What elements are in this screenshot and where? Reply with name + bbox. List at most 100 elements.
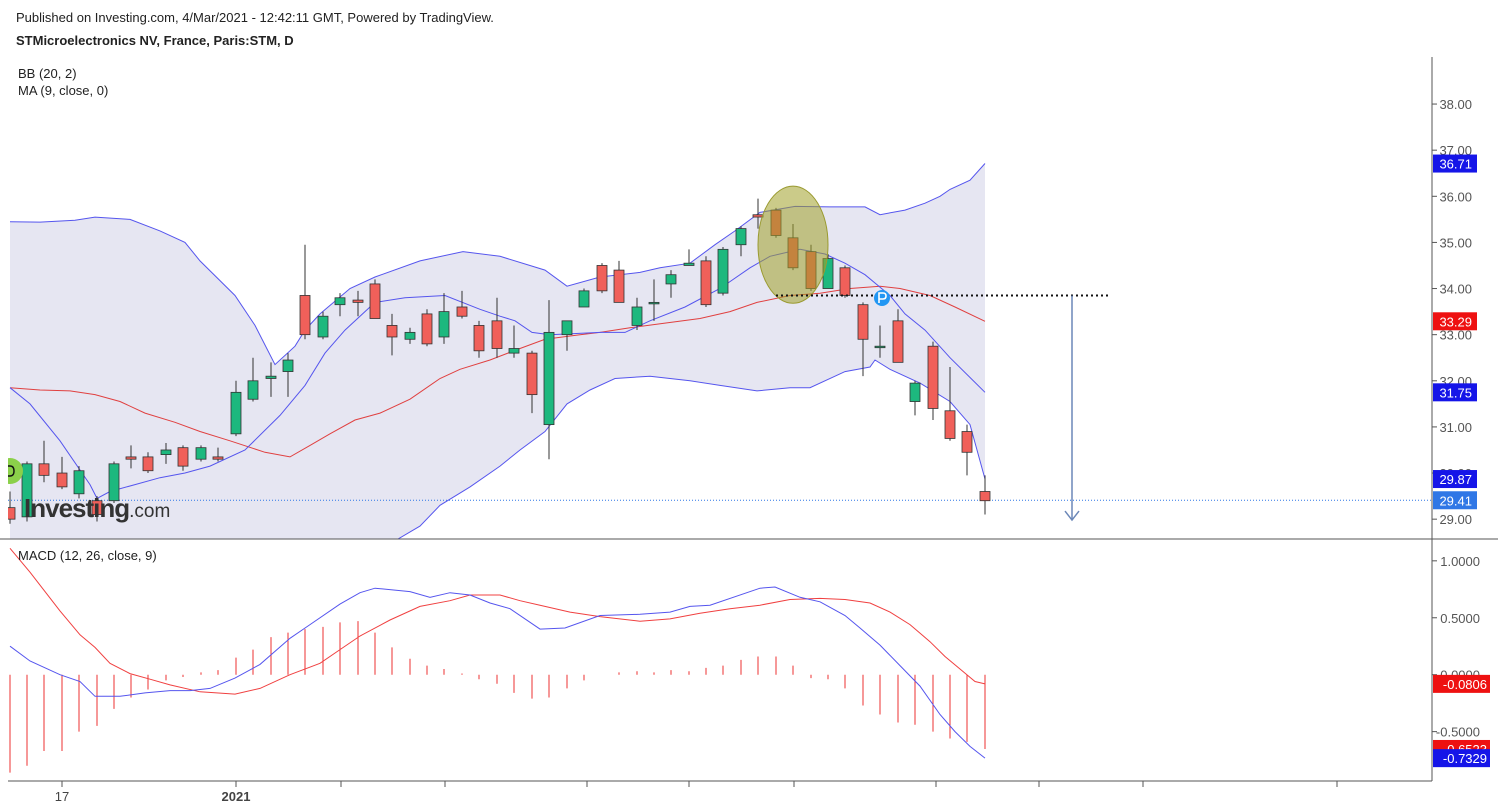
bollinger-lower-line (397, 359, 986, 539)
candle-body (892, 320, 904, 363)
candle (874, 325, 886, 358)
candle (317, 311, 329, 340)
candle (526, 350, 538, 414)
candle (108, 461, 120, 504)
candle (142, 452, 154, 474)
candle-body (456, 306, 468, 317)
candle-body (230, 391, 242, 435)
candle-body (561, 320, 573, 336)
candle (717, 247, 729, 296)
candle (404, 327, 416, 344)
price-value-label: 29.41 (1433, 491, 1477, 510)
candle (299, 244, 311, 340)
axes: 29.0030.0031.0032.0033.0034.0035.0036.00… (0, 57, 1498, 804)
candle (596, 263, 608, 294)
candle-body (526, 352, 538, 396)
investing-logo: Investing.com (24, 493, 170, 524)
ma9-line (9, 248, 986, 500)
price-value-label-text: 31.75 (1439, 385, 1472, 400)
candle (665, 270, 677, 298)
candle (961, 424, 973, 476)
price-tick-label: 33.00 (1439, 328, 1472, 343)
candle-body (961, 431, 973, 453)
price-value-label-text: 29.41 (1439, 493, 1472, 508)
candle (839, 265, 851, 298)
price-tick-label: 38.00 (1439, 97, 1472, 112)
candle (73, 466, 85, 499)
candle (438, 293, 450, 344)
candle-body (648, 301, 660, 305)
candle-body (874, 345, 886, 349)
candle (543, 300, 555, 460)
price-value-label-bg (1433, 491, 1477, 510)
macd-indicator-label[interactable]: MACD (12, 26, close, 9) (18, 548, 157, 563)
candle-body (8, 507, 16, 520)
price-pane (8, 163, 1432, 539)
highlight-ellipse (757, 185, 829, 304)
candle-body (299, 295, 311, 336)
candle (282, 353, 294, 397)
candle (578, 288, 590, 308)
macd-tick-label: -0.5000 (1436, 725, 1480, 740)
candle-body (404, 331, 416, 340)
bb-indicator-label[interactable]: BB (20, 2) (18, 66, 77, 81)
price-tick-label: 37.00 (1439, 143, 1472, 158)
candle (38, 440, 50, 483)
price-value-label-bg (1433, 470, 1477, 489)
candle (473, 320, 485, 358)
candle-body (265, 375, 277, 379)
candle (700, 256, 712, 307)
candle-body (91, 500, 103, 515)
candle (561, 320, 573, 351)
candle (648, 279, 660, 321)
candle (195, 445, 207, 462)
candle (334, 293, 346, 317)
candle (927, 341, 939, 420)
macd-tick-label: 0.5000 (1440, 611, 1480, 626)
candle-body (386, 325, 398, 338)
candle-body (543, 331, 555, 426)
candle (735, 226, 747, 257)
price-value-label-text: 33.29 (1439, 314, 1472, 329)
candle-body (247, 380, 259, 400)
logo-name: Investing (24, 493, 130, 523)
macd-value-label-bg (1433, 749, 1490, 768)
candle-body (665, 274, 677, 285)
price-value-label-bg (1433, 312, 1477, 331)
candle (944, 366, 956, 441)
candle (979, 475, 991, 515)
candle (352, 290, 364, 317)
ma-indicator-label[interactable]: MA (9, close, 0) (18, 83, 109, 98)
candle (212, 447, 224, 462)
macd-value-label-bg (1433, 674, 1490, 693)
candle-body (108, 463, 120, 502)
price-value-label: 33.29 (1433, 312, 1477, 331)
candle (21, 461, 33, 522)
candle-body (317, 315, 329, 338)
candle-body (438, 311, 450, 338)
macd-value-label-text: -0.7329 (1443, 751, 1487, 766)
candle-body (927, 345, 939, 409)
candle (230, 380, 242, 437)
price-plot-area (8, 163, 1432, 539)
candle (369, 279, 381, 319)
candle (160, 443, 172, 464)
bollinger-upper-line (9, 163, 986, 366)
candle (247, 357, 259, 402)
candle-body (421, 313, 433, 345)
price-value-label: 36.71 (1433, 154, 1477, 173)
candle-body (212, 456, 224, 460)
price-value-label-bg (1433, 154, 1477, 173)
price-tick-label: 35.00 (1439, 235, 1472, 250)
candle-body (578, 290, 590, 308)
candle (8, 491, 16, 524)
candle-body (909, 382, 921, 402)
candle-body (508, 348, 520, 354)
price-value-label-text: 36.71 (1439, 157, 1472, 172)
macd-line (9, 586, 986, 759)
candle-body (613, 269, 625, 303)
logo-suffix: .com (129, 501, 171, 522)
candle (857, 302, 869, 377)
candle-body (944, 410, 956, 439)
